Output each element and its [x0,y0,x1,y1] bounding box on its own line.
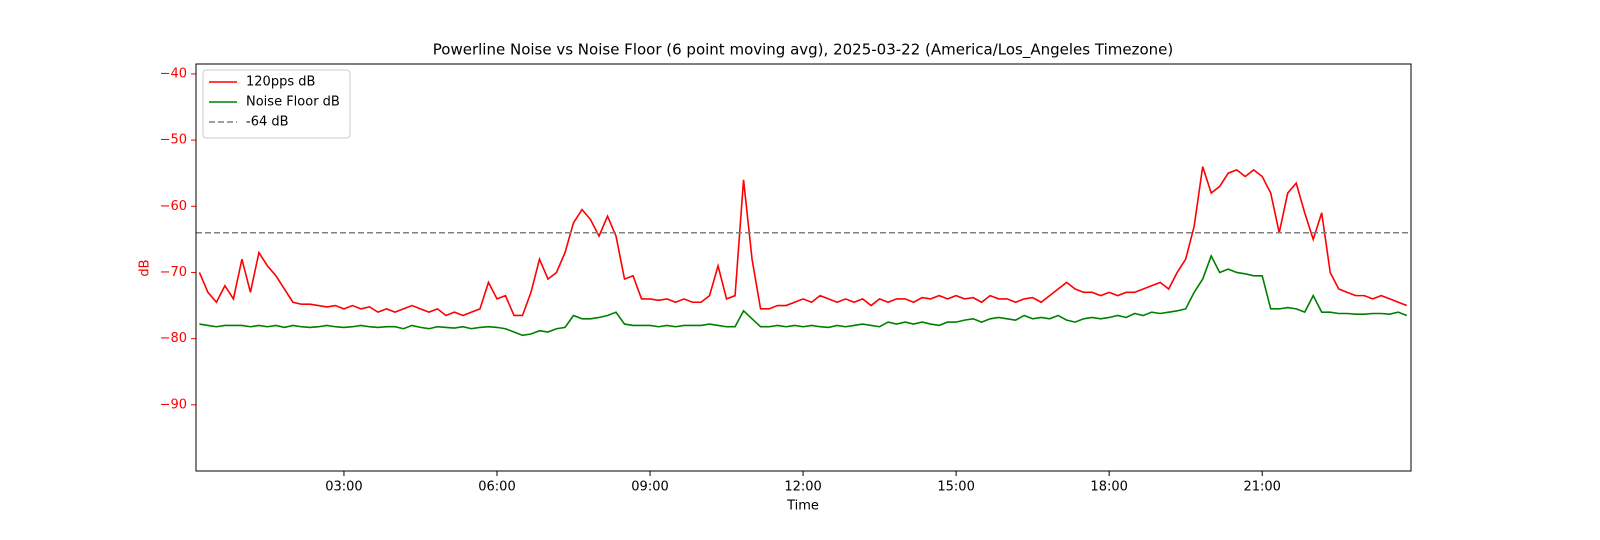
y-tick-label: −40 [160,66,187,81]
x-axis-label: Time [786,499,819,514]
legend-label: -64 dB [246,115,289,130]
chart-title: Powerline Noise vs Noise Floor (6 point … [433,41,1173,60]
x-tick-label: 06:00 [478,480,515,495]
series-line [198,166,1408,317]
legend-label: 120pps dB [246,75,315,90]
x-tick-label: 03:00 [325,480,362,495]
plot-frame [195,63,1412,472]
y-axis-label: dB [138,259,153,276]
y-tick-label: −50 [160,133,187,148]
x-tick-label: 21:00 [1243,480,1280,495]
y-tick-label: −70 [160,265,187,280]
series-line [199,253,1408,337]
x-tick-label: 15:00 [937,480,974,495]
y-tick-label: −80 [160,331,187,346]
legend-label: Noise Floor dB [246,95,340,110]
x-tick-label: 12:00 [784,480,821,495]
legend-box [202,69,351,139]
y-tick-label: −90 [160,397,187,412]
y-tick-label: −60 [160,199,187,214]
x-tick-label: 09:00 [631,480,668,495]
x-tick-label: 18:00 [1090,480,1127,495]
